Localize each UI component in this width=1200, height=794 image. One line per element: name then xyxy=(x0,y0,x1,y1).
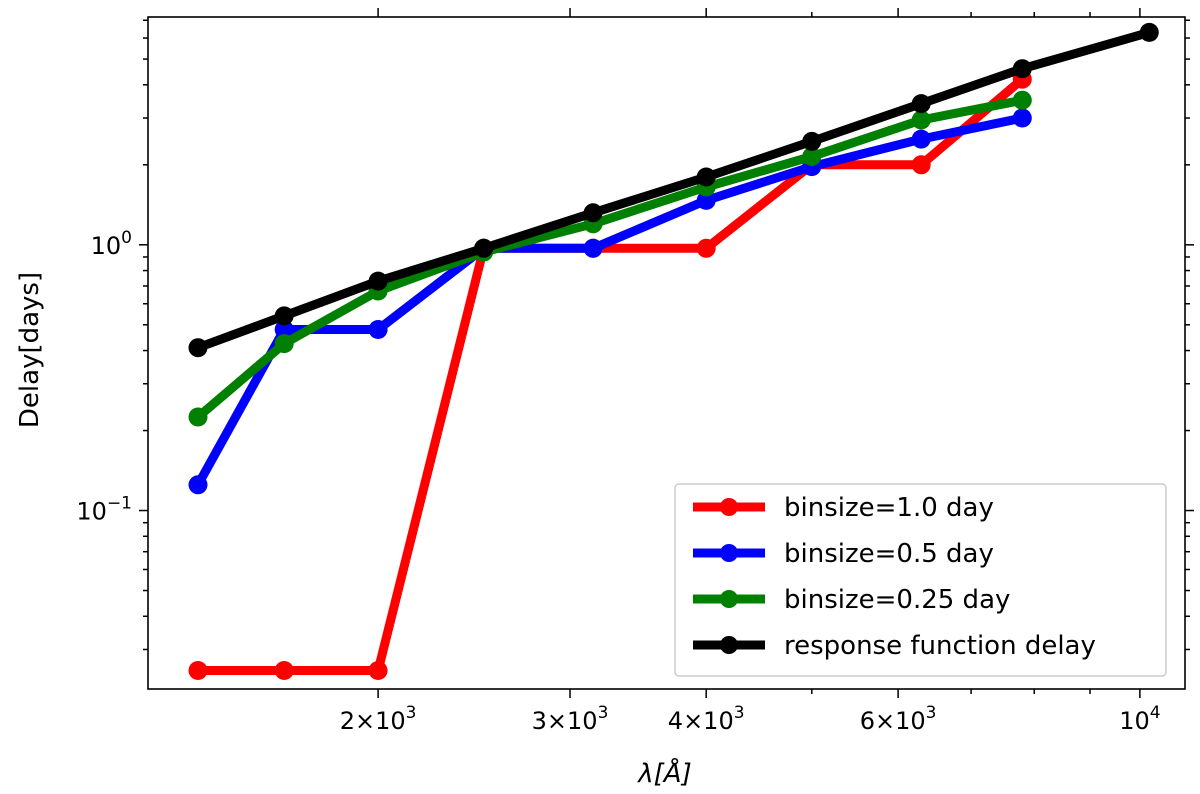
data-point xyxy=(188,407,208,427)
data-point xyxy=(274,306,294,326)
data-point xyxy=(1139,22,1159,42)
data-point xyxy=(1012,59,1032,79)
data-point xyxy=(696,167,716,187)
data-point xyxy=(368,661,388,680)
data-point xyxy=(1012,90,1032,110)
y-tick-label: 100 xyxy=(91,228,132,260)
x-tick-label: 104 xyxy=(1119,703,1160,735)
legend-marker xyxy=(720,636,738,654)
data-point xyxy=(802,147,822,166)
legend-entry-binsize-0.5: binsize=0.5 day xyxy=(693,539,994,569)
x-tick-label: 3×103 xyxy=(532,703,609,735)
data-point xyxy=(368,320,388,339)
data-point xyxy=(274,334,294,354)
legend-entry-binsize-0.25: binsize=0.25 day xyxy=(693,585,1010,615)
tick-layer: 2×103 3×103 4×103 6×103 104 10−1 100 xyxy=(76,8,1194,735)
x-axis-label: λ[Å] xyxy=(636,757,691,789)
x-tick-label: 4×103 xyxy=(668,703,745,735)
legend-label: binsize=0.25 day xyxy=(784,585,1010,615)
legend-entry-binsize-1.0: binsize=1.0 day xyxy=(693,493,994,523)
data-point xyxy=(188,475,208,495)
legend-marker xyxy=(720,590,738,608)
series-layer xyxy=(188,22,1159,680)
legend-marker xyxy=(720,498,738,516)
plot-frame xyxy=(147,16,1186,690)
data-point xyxy=(911,94,931,114)
data-point xyxy=(911,129,931,149)
legend-label: binsize=1.0 day xyxy=(784,493,994,523)
x-tick-label: 2×103 xyxy=(340,703,417,735)
data-point xyxy=(802,131,822,151)
data-point xyxy=(696,238,716,258)
y-tick-label: 10−1 xyxy=(76,494,132,526)
legend-label: binsize=0.5 day xyxy=(784,539,994,569)
series-line-3 xyxy=(196,28,1151,352)
data-point xyxy=(583,203,603,223)
data-point xyxy=(911,110,931,130)
legend-label: response function delay xyxy=(784,631,1096,661)
legend: binsize=1.0 day binsize=0.5 day binsize=… xyxy=(674,483,1167,677)
data-point xyxy=(696,190,716,210)
data-point xyxy=(368,271,388,291)
data-point xyxy=(274,320,294,339)
data-point xyxy=(1012,108,1032,128)
data-point xyxy=(274,661,294,680)
data-point xyxy=(188,338,208,358)
data-point xyxy=(474,238,494,258)
data-point xyxy=(911,155,931,175)
legend-box xyxy=(674,483,1167,677)
y-axis-label: Delay[days] xyxy=(15,272,45,428)
data-point xyxy=(583,238,603,258)
data-point xyxy=(188,661,208,680)
x-tick-label: 6×103 xyxy=(860,703,937,735)
legend-entry-response-function: response function delay xyxy=(693,631,1096,661)
legend-marker xyxy=(720,544,738,562)
